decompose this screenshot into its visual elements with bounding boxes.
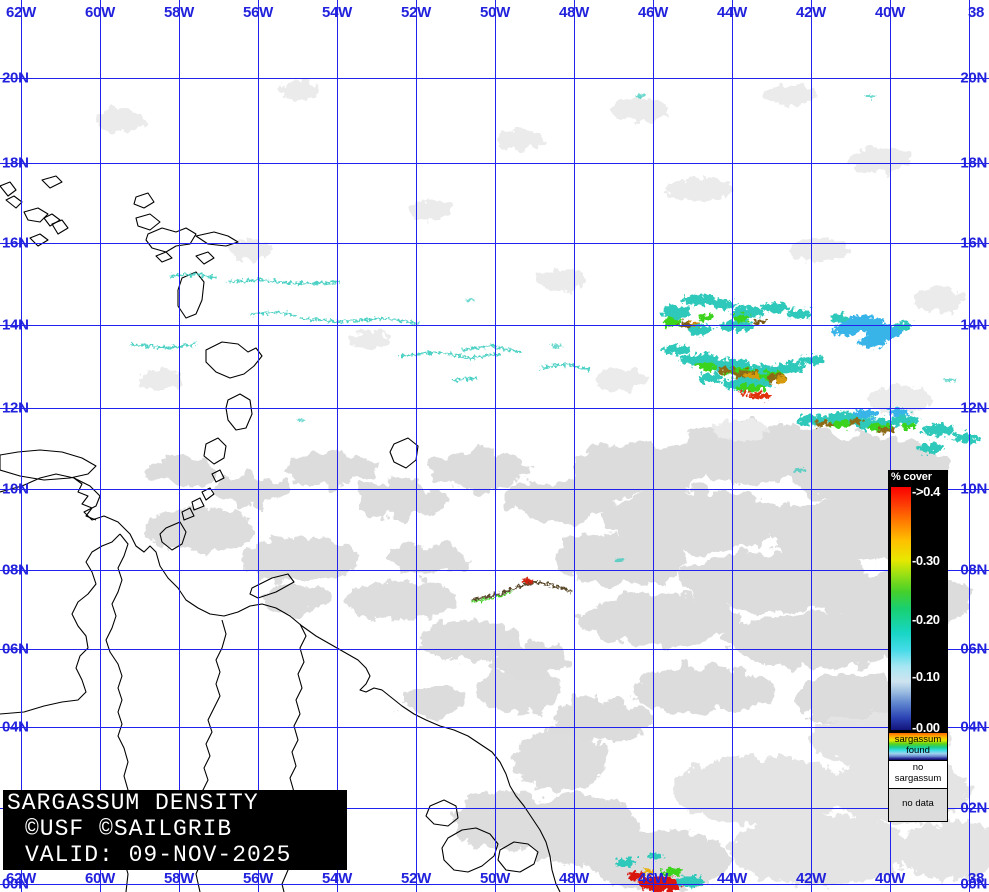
gridline-lon bbox=[179, 0, 180, 892]
gridline-lon bbox=[890, 0, 891, 892]
lat-tick-label: 18N bbox=[960, 154, 987, 172]
colorbar-gradient bbox=[891, 487, 911, 730]
lat-tick-label: 02N bbox=[960, 799, 987, 817]
lat-tick-label: 04N bbox=[2, 718, 29, 736]
lat-tick-label: 00N bbox=[2, 875, 29, 892]
gridline-lon bbox=[258, 0, 259, 892]
lat-tick-label: 20N bbox=[960, 69, 987, 87]
gridline-lat bbox=[0, 163, 989, 164]
gridline-lon bbox=[653, 0, 654, 892]
lon-tick-label: 50W bbox=[480, 870, 510, 887]
lat-tick-label: 08N bbox=[2, 561, 29, 579]
lon-tick-label: 38 bbox=[967, 870, 985, 887]
gridline-lat bbox=[0, 649, 989, 650]
lon-tick-label: 48W bbox=[559, 4, 589, 21]
legend-panel: % cover ->0.4 -0.30 -0.20 -0.10 -0.00 sa… bbox=[888, 470, 948, 822]
lat-tick-label: 20N bbox=[2, 69, 29, 87]
colorbar-panel: % cover ->0.4 -0.30 -0.20 -0.10 -0.00 bbox=[888, 470, 948, 734]
lat-tick-label: 12N bbox=[960, 399, 987, 417]
lon-tick-label: 42W bbox=[796, 4, 826, 21]
gridline-lat bbox=[0, 489, 989, 490]
lon-tick-label: 48W bbox=[559, 870, 589, 887]
gridline-lat bbox=[0, 727, 989, 728]
colorbar-tick-label: -0.30 bbox=[912, 553, 940, 568]
lon-tick-label: 60W bbox=[85, 4, 115, 21]
lat-tick-label: 04N bbox=[960, 718, 987, 736]
lon-tick-label: 62W bbox=[6, 4, 36, 21]
legend-sargassum-found-line2: found bbox=[906, 744, 930, 756]
colorbar-tick-label: -0.20 bbox=[912, 612, 940, 627]
gridline-lat bbox=[0, 243, 989, 244]
gridline-lat bbox=[0, 808, 989, 809]
gridline-lon bbox=[969, 0, 970, 892]
gridline-lat bbox=[0, 408, 989, 409]
gridline-lat bbox=[0, 570, 989, 571]
lon-tick-label: 52W bbox=[401, 4, 431, 21]
lat-tick-label: 06N bbox=[2, 640, 29, 658]
product-title: SARGASSUM DENSITY bbox=[7, 790, 259, 816]
lon-tick-label: 54W bbox=[322, 870, 352, 887]
lat-tick-label: 10N bbox=[960, 480, 987, 498]
colorbar-title: % cover bbox=[891, 471, 932, 483]
lon-tick-label: 46W bbox=[638, 4, 668, 21]
gridline-lon bbox=[416, 0, 417, 892]
lon-tick-label: 44W bbox=[717, 4, 747, 21]
product-credit: ©USF ©SAILGRIB bbox=[25, 816, 233, 842]
gridline-lat bbox=[0, 325, 989, 326]
lat-tick-label: 14N bbox=[960, 316, 987, 334]
gridline-lat bbox=[0, 884, 989, 885]
lon-tick-label: 40W bbox=[875, 4, 905, 21]
colorbar-tick-label: -0.10 bbox=[912, 669, 940, 684]
lat-tick-label: 00N bbox=[960, 875, 987, 892]
lat-tick-label: 16N bbox=[2, 234, 29, 252]
lon-tick-label: 60W bbox=[85, 870, 115, 887]
lat-tick-label: 08N bbox=[960, 561, 987, 579]
legend-no-data: no data bbox=[888, 788, 948, 822]
lon-tick-label: 58W bbox=[164, 870, 194, 887]
lon-tick-label: 50W bbox=[480, 4, 510, 21]
legend-no-sargassum-line2: sargassum bbox=[894, 772, 942, 784]
gridline-lon bbox=[574, 0, 575, 892]
gridline-lon bbox=[495, 0, 496, 892]
gridline-lon bbox=[21, 0, 22, 892]
lat-tick-label: 16N bbox=[960, 234, 987, 252]
gridline-lon bbox=[811, 0, 812, 892]
caption-box: SARGASSUM DENSITY ©USF ©SAILGRIB VALID: … bbox=[3, 790, 347, 870]
lat-tick-label: 14N bbox=[2, 316, 29, 334]
lon-tick-label: 56W bbox=[243, 870, 273, 887]
colorbar-tick-label: ->0.4 bbox=[912, 484, 940, 499]
lon-tick-label: 38 bbox=[967, 4, 985, 21]
gridline-lon bbox=[100, 0, 101, 892]
lon-tick-label: 52W bbox=[401, 870, 431, 887]
legend-no-data-line1: no data bbox=[902, 797, 934, 809]
legend-sargassum-found: sargassum found bbox=[888, 733, 948, 761]
lat-tick-label: 12N bbox=[2, 399, 29, 417]
lat-tick-label: 06N bbox=[960, 640, 987, 658]
gridline-lon bbox=[732, 0, 733, 892]
lon-tick-label: 40W bbox=[875, 870, 905, 887]
product-valid: VALID: 09-NOV-2025 bbox=[25, 842, 292, 868]
lon-tick-label: 44W bbox=[717, 870, 747, 887]
gridline-lon bbox=[337, 0, 338, 892]
lon-tick-label: 56W bbox=[243, 4, 273, 21]
gridline-lat bbox=[0, 78, 989, 79]
lon-tick-label: 42W bbox=[796, 870, 826, 887]
lat-tick-label: 10N bbox=[2, 480, 29, 498]
lon-tick-label: 58W bbox=[164, 4, 194, 21]
lat-tick-label: 18N bbox=[2, 154, 29, 172]
legend-no-sargassum: no sargassum bbox=[888, 760, 948, 789]
lon-tick-label: 62W bbox=[6, 870, 36, 887]
lon-tick-label: 46W bbox=[638, 870, 668, 887]
lon-tick-label: 54W bbox=[322, 4, 352, 21]
